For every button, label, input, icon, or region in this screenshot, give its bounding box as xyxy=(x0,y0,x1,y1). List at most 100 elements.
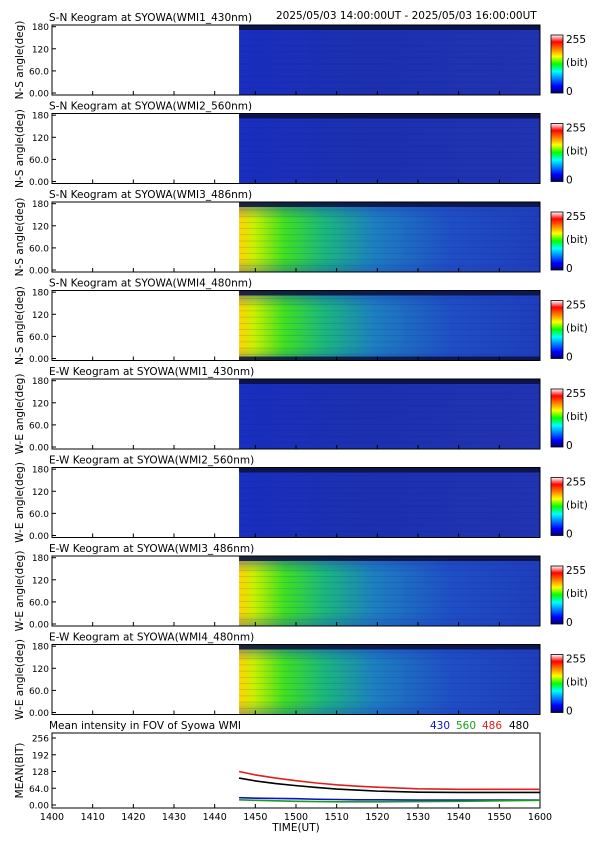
heatmap-3-ytick-label: 0.00 xyxy=(29,267,49,277)
heatmap-6-ytick-label: 60.0 xyxy=(29,510,49,520)
heatmap-8-colorbar-min: 0 xyxy=(566,706,573,718)
heatmap-7-ylabel: W-E angle(deg) xyxy=(14,551,26,632)
line-chart-xtick-label: 1510 xyxy=(325,812,349,823)
line-chart-xtick-label: 1520 xyxy=(365,812,389,823)
line-series-486 xyxy=(238,770,540,791)
heatmap-8-ytick-label: 180 xyxy=(32,643,49,653)
heatmap-5-colorbar-min: 0 xyxy=(566,440,573,452)
heatmap-2-title: S-N Keogram at SYOWA(WMI2_560nm) xyxy=(49,101,252,113)
heatmap-7-ytick-label: 180 xyxy=(32,554,49,564)
line-chart-ytick-label: 256 xyxy=(32,735,49,745)
heatmap-1-ytick-label: 0.00 xyxy=(29,90,49,100)
heatmap-7-ytick-label: 120 xyxy=(32,576,49,586)
heatmap-6-ytick-label: 0.00 xyxy=(29,532,49,542)
time-range-label: 2025/05/03 14:00:00UT - 2025/05/03 16:00… xyxy=(276,10,537,22)
heatmap-8-colorbar-unit: (bit) xyxy=(566,677,588,689)
heatmap-5-colorbar-unit: (bit) xyxy=(566,411,588,423)
heatmap-2-edge-band-top xyxy=(239,113,541,119)
heatmap-6-colorbar-unit: (bit) xyxy=(566,500,588,512)
heatmap-2-colorbar-unit: (bit) xyxy=(566,146,588,158)
heatmap-7-colorbar xyxy=(550,565,564,625)
heatmap-3-colorbar-unit: (bit) xyxy=(566,234,588,246)
line-chart-ytick-label: 128 xyxy=(32,768,49,778)
heatmap-5-ylabel: W-E angle(deg) xyxy=(14,374,26,455)
legend-entry-480: 480 xyxy=(509,720,529,732)
heatmap-4-ytick-label: 120 xyxy=(32,311,49,321)
heatmap-4-edge-band-top xyxy=(239,290,541,296)
heatmap-4-ytick-label: 180 xyxy=(32,289,49,299)
heatmap-2-data-area xyxy=(239,113,541,184)
heatmap-1-colorbar-min: 0 xyxy=(566,86,573,98)
heatmap-7-ytick-label: 0.00 xyxy=(29,621,49,631)
line-chart-ytick-label: 0.00 xyxy=(29,802,49,812)
heatmap-1-colorbar xyxy=(550,34,564,94)
heatmap-3-ytick-label: 60.0 xyxy=(29,244,49,254)
heatmap-2-ytick-label: 0.00 xyxy=(29,178,49,188)
heatmap-1-colorbar-unit: (bit) xyxy=(566,57,588,69)
heatmap-2-ytick-label: 120 xyxy=(32,134,49,144)
heatmap-1-ytick-label: 180 xyxy=(32,23,49,33)
legend-entry-560: 560 xyxy=(456,720,476,732)
heatmap-4-ytick-label: 0.00 xyxy=(29,355,49,365)
heatmap-1-data-area xyxy=(239,25,541,95)
heatmap-6-title: E-W Keogram at SYOWA(WMI2_560nm) xyxy=(49,455,254,467)
heatmap-1-ytick-label: 120 xyxy=(32,45,49,55)
line-chart-ytick-label: 192 xyxy=(32,751,49,761)
heatmap-5-title: E-W Keogram at SYOWA(WMI1_430nm) xyxy=(49,366,254,378)
line-chart-xtick-label: 1400 xyxy=(40,812,64,823)
line-series-430 xyxy=(239,796,540,801)
heatmap-6-colorbar-min: 0 xyxy=(566,529,573,541)
heatmap-8-colorbar-max: 255 xyxy=(566,654,586,666)
heatmap-2-ytick-label: 60.0 xyxy=(29,156,49,166)
heatmap-6-edge-band-top xyxy=(239,467,541,473)
heatmap-5-ytick-label: 0.00 xyxy=(29,444,49,454)
heatmap-3-colorbar-min: 0 xyxy=(566,263,573,275)
heatmap-6-colorbar xyxy=(550,477,564,536)
heatmap-2-ytick-label: 180 xyxy=(32,112,49,122)
heatmap-4-title: S-N Keogram at SYOWA(WMI4_480nm) xyxy=(49,278,252,290)
heatmap-5-ytick-label: 120 xyxy=(32,399,49,409)
line-chart-xtick-label: 1450 xyxy=(243,812,267,823)
line-chart-title: Mean intensity in FOV of Syowa WMI xyxy=(49,720,241,732)
line-chart-xtick-label: 1500 xyxy=(284,812,308,823)
line-chart-xtick-label: 1530 xyxy=(406,812,430,823)
heatmap-6-ylabel: W-E angle(deg) xyxy=(14,462,26,543)
legend-entry-430: 430 xyxy=(430,720,450,732)
line-series-560 xyxy=(239,798,541,803)
heatmap-7-colorbar-unit: (bit) xyxy=(566,588,588,600)
heatmap-8-ylabel: W-E angle(deg) xyxy=(14,639,26,720)
heatmap-3-data-shade xyxy=(239,202,541,272)
heatmap-5-edge-band-top xyxy=(239,379,541,384)
line-chart-xtick-label: 1600 xyxy=(528,812,552,823)
heatmap-4-colorbar-min: 0 xyxy=(566,352,573,364)
heatmap-8-ytick-label: 120 xyxy=(32,665,49,675)
heatmap-6-ytick-label: 120 xyxy=(32,488,49,498)
heatmap-3-colorbar xyxy=(550,211,564,271)
heatmap-2-ylabel: N-S angle(deg) xyxy=(14,109,26,188)
heatmap-3-title: S-N Keogram at SYOWA(WMI3_486nm) xyxy=(49,189,252,201)
line-chart-xtick-label: 1440 xyxy=(203,812,227,823)
line-chart-frame xyxy=(51,732,541,809)
heatmap-8-title: E-W Keogram at SYOWA(WMI4_480nm) xyxy=(49,632,254,644)
heatmap-2-colorbar xyxy=(550,123,564,182)
heatmap-4-ylabel: N-S angle(deg) xyxy=(14,286,26,365)
heatmap-1-colorbar-max: 255 xyxy=(566,34,586,46)
heatmap-5-ytick-label: 180 xyxy=(32,377,49,387)
heatmap-3-ylabel: N-S angle(deg) xyxy=(14,198,26,277)
heatmap-2-colorbar-max: 255 xyxy=(566,123,586,135)
heatmap-8-ytick-label: 0.00 xyxy=(29,709,49,719)
line-series-480 xyxy=(238,777,540,794)
heatmap-3-edge-band-top xyxy=(239,202,541,207)
heatmap-8-edge-band-top xyxy=(239,644,541,650)
line-chart-xlabel: TIME(UT) xyxy=(271,822,320,834)
heatmap-6-data-area xyxy=(239,467,541,538)
heatmap-4-colorbar-max: 255 xyxy=(566,300,586,312)
heatmap-7-data-shade xyxy=(239,556,541,626)
heatmap-7-colorbar-min: 0 xyxy=(566,617,573,629)
heatmap-5-ytick-label: 60.0 xyxy=(29,421,49,431)
heatmap-4-colorbar-unit: (bit) xyxy=(566,323,588,335)
heatmap-8-colorbar xyxy=(550,654,564,713)
line-chart-xtick-label: 1550 xyxy=(487,812,511,823)
